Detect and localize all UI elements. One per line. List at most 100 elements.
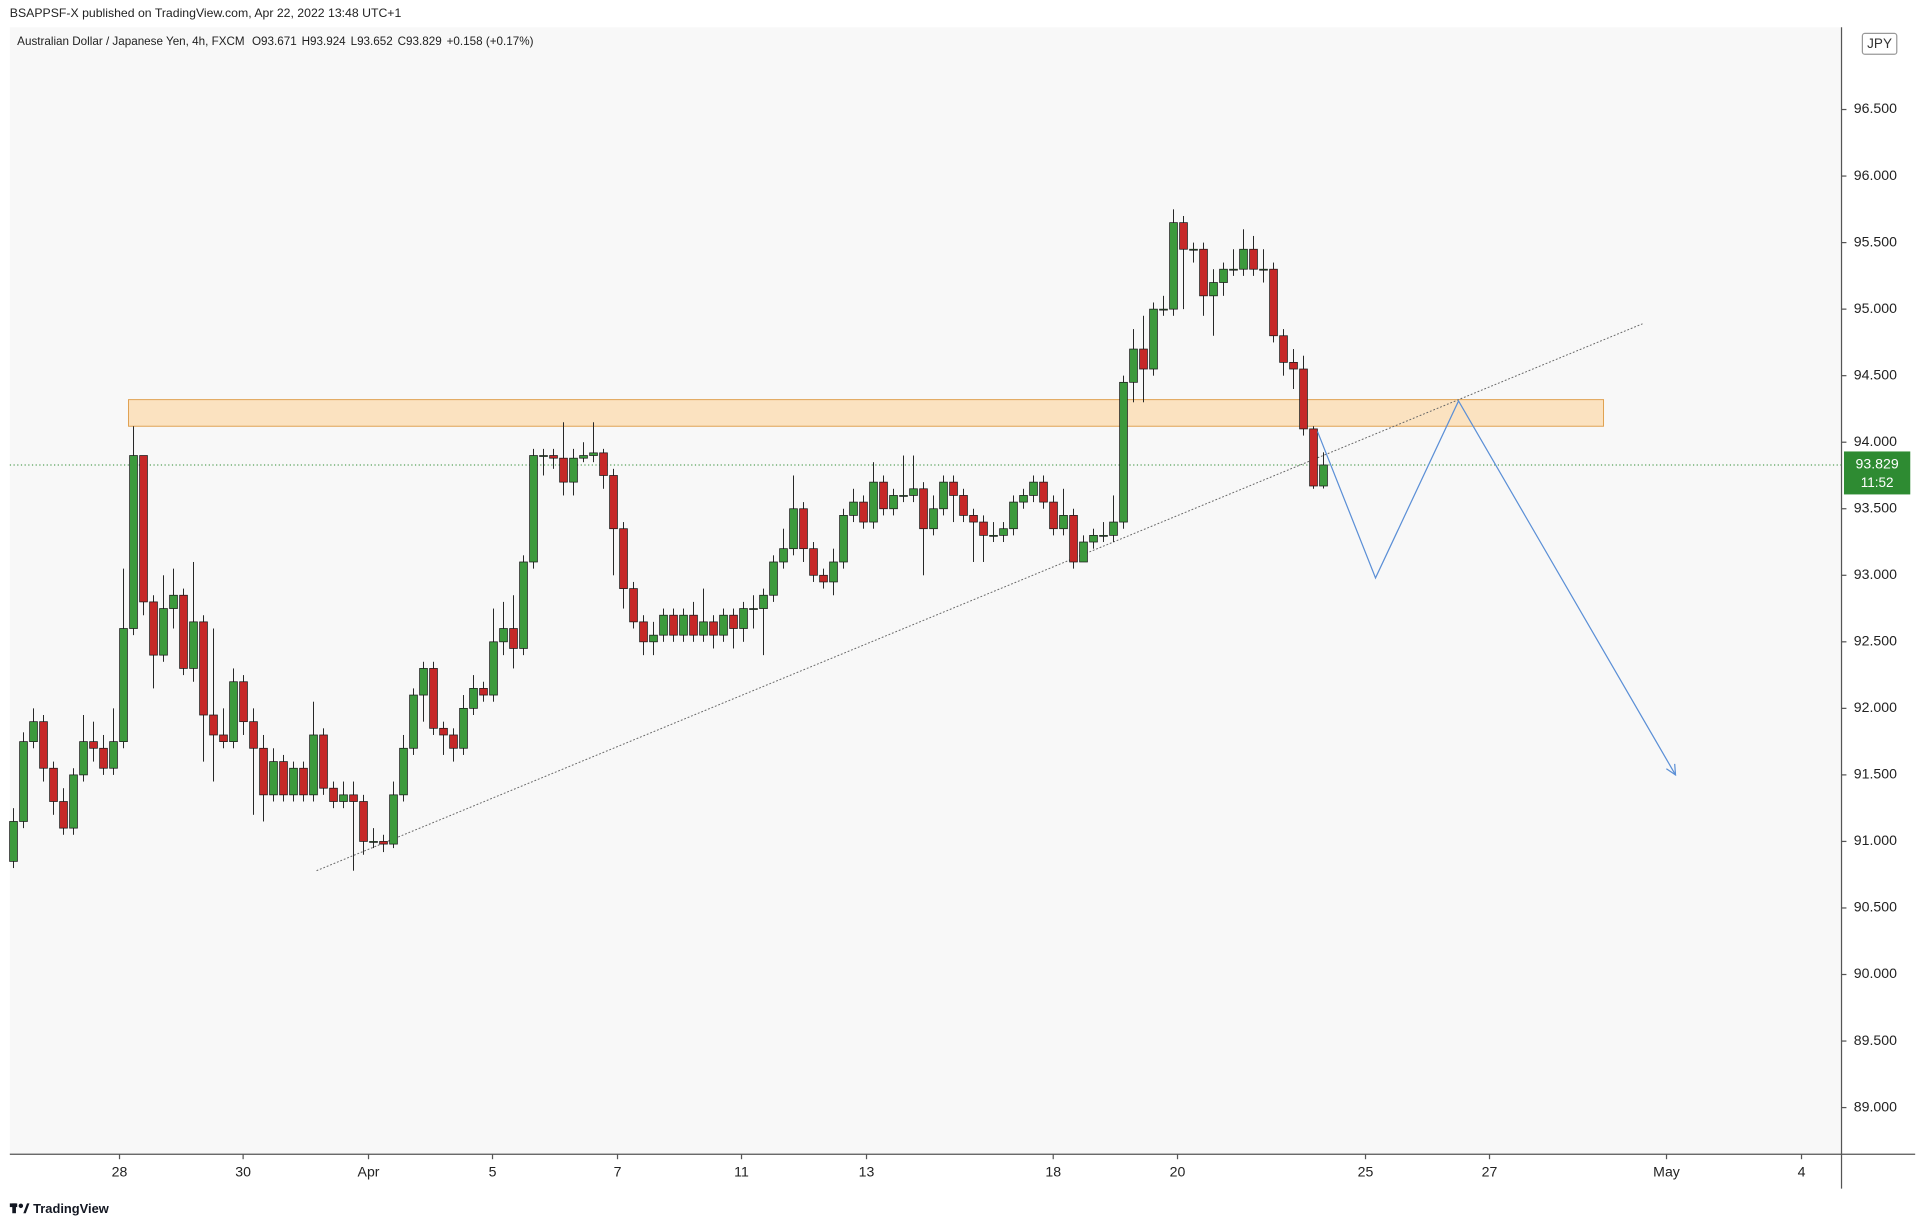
candle-body [1109, 521, 1118, 536]
candle-body [1119, 381, 1128, 523]
candle-body [529, 455, 538, 563]
legend: Australian Dollar / Japanese Yen, 4h, FX… [17, 35, 533, 48]
legend-low: L93.652 [351, 35, 393, 48]
y-tick-label: 95.500 [1854, 233, 1897, 249]
candle-body [749, 608, 758, 610]
candle-body [289, 767, 298, 796]
candle-body [939, 481, 948, 510]
candle-body [559, 457, 568, 483]
candle-body [689, 614, 698, 636]
candle-body [1269, 268, 1278, 337]
candle-body [1039, 481, 1048, 503]
candle-body [1139, 348, 1148, 370]
candle-body [9, 821, 18, 862]
candle-body [879, 481, 888, 510]
y-tick-label: 95.000 [1854, 300, 1897, 316]
candle-body [249, 721, 258, 749]
candle-body [659, 614, 668, 636]
candle-body [949, 481, 958, 496]
candle-body [279, 761, 288, 796]
candle-body [19, 741, 28, 822]
candle-body [1289, 361, 1298, 370]
projection-path [1316, 399, 1677, 776]
candle-body [1099, 534, 1108, 537]
candle-body [139, 455, 148, 603]
candle-body [809, 548, 818, 576]
candle-body [649, 634, 658, 643]
x-tick-label: 5 [489, 1163, 497, 1179]
candle-body [1059, 515, 1068, 530]
candle-body [929, 508, 938, 530]
x-tick-label: 13 [859, 1163, 875, 1179]
x-tick-label: Apr [358, 1163, 380, 1179]
candle-body [389, 794, 398, 845]
y-tick-label: 89.500 [1854, 1032, 1897, 1048]
candle-body [1239, 248, 1248, 270]
y-tick-label: 89.000 [1854, 1098, 1897, 1114]
candle-body [889, 495, 898, 510]
candle-body [579, 455, 588, 459]
candle-body [639, 621, 648, 643]
footer-logo [9, 1203, 30, 1214]
candle-body [1229, 268, 1238, 271]
candle-body [1069, 515, 1078, 563]
candle-body [819, 574, 828, 583]
candle-body [419, 668, 428, 696]
candle-body [1259, 268, 1268, 271]
candle-body [459, 707, 468, 749]
candle-body [349, 794, 358, 802]
legend-open: O93.671 [252, 35, 297, 48]
candle-body [99, 747, 108, 769]
candle-body [379, 841, 388, 845]
candle-body [959, 495, 968, 516]
candle-body [119, 628, 128, 742]
candle-body [1199, 248, 1208, 297]
candle-body [479, 688, 488, 696]
y-tick-label: 96.000 [1854, 167, 1897, 183]
projection-arrowhead [1666, 763, 1677, 777]
candle-body [919, 488, 928, 530]
x-tick-label: 18 [1045, 1163, 1061, 1179]
candle-body [1309, 428, 1318, 487]
candle-body [1049, 501, 1058, 530]
candle-body [169, 594, 178, 609]
plot-area [9, 27, 1842, 1155]
candle-body [89, 741, 98, 749]
y-tick-label: 91.000 [1854, 832, 1897, 848]
candle-body [149, 601, 158, 656]
candle-body [1149, 308, 1158, 370]
candle-body [779, 548, 788, 563]
legend-change: +0.158 (+0.17%) [447, 35, 534, 48]
candle-body [359, 801, 368, 842]
candle-body [679, 614, 688, 636]
candle-body [229, 681, 238, 742]
candle-body [109, 741, 118, 769]
candle-body [129, 455, 138, 629]
candle-body [399, 747, 408, 796]
x-tick-label: 7 [614, 1163, 622, 1179]
candle-body [1279, 335, 1288, 363]
candle-body [629, 588, 638, 623]
legend-high: H93.924 [302, 35, 347, 48]
candle-body [839, 515, 848, 563]
candle-body [1219, 268, 1228, 283]
candle-body [469, 688, 478, 709]
candle-body [829, 561, 838, 583]
currency-label[interactable]: JPY [1867, 36, 1892, 51]
candle-body [429, 668, 438, 729]
candle-body [1079, 541, 1088, 563]
candle-body [449, 734, 458, 749]
y-tick-label: 92.500 [1854, 633, 1897, 649]
candle-body [599, 452, 608, 476]
candle-body [769, 561, 778, 596]
currency-box[interactable] [1861, 32, 1898, 55]
y-tick-label: 91.500 [1854, 766, 1897, 782]
candle-body [299, 767, 308, 796]
y-tick-label: 92.000 [1854, 699, 1897, 715]
candle-body [1209, 282, 1218, 297]
candle-body [569, 457, 578, 483]
candle-body [1129, 348, 1138, 383]
candle-body [49, 767, 58, 802]
candle-body [79, 741, 88, 776]
